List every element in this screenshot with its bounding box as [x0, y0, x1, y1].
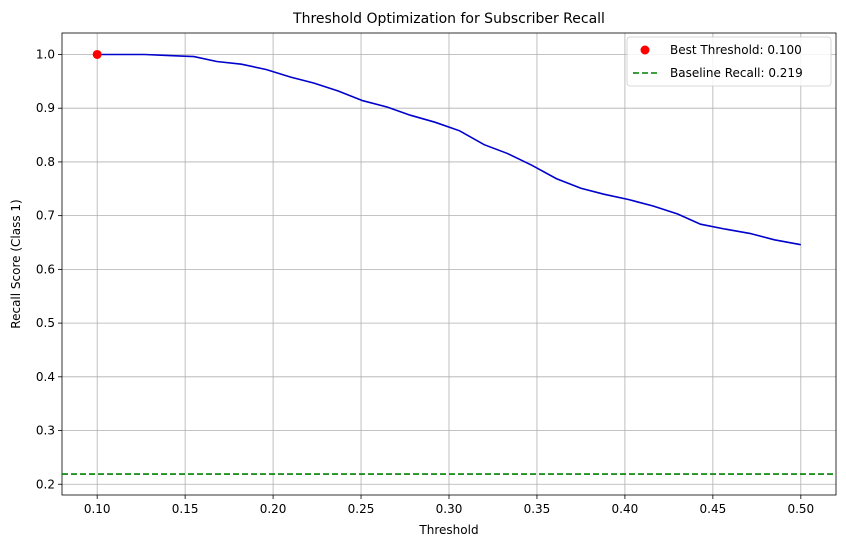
y-tick-label: 0.3	[36, 424, 55, 438]
best-threshold-point	[92, 49, 102, 59]
series-layer	[62, 49, 836, 475]
y-tick-label: 0.4	[36, 370, 55, 384]
y-tick-label: 0.7	[36, 209, 55, 223]
x-tick-label: 0.30	[436, 502, 463, 516]
grid	[62, 33, 836, 495]
legend-best-threshold: Best Threshold: 0.100	[670, 43, 802, 57]
legend: Best Threshold: 0.100 Baseline Recall: 0…	[626, 36, 832, 87]
y-tick-label: 0.8	[36, 155, 55, 169]
x-tick-label: 0.35	[524, 502, 551, 516]
x-tick-label: 0.25	[348, 502, 375, 516]
x-tick-label: 0.10	[84, 502, 111, 516]
recall-series-line	[97, 53, 801, 246]
y-tick-label: 0.9	[36, 101, 55, 115]
x-tick-label: 0.40	[612, 502, 639, 516]
axis-ticks: 0.10 0.15 0.20 0.25 0.30 0.35 0.40 0.45 0.50 0.2 0…	[36, 47, 814, 516]
x-tick-label: 0.20	[260, 502, 287, 516]
x-tick-label: 0.50	[787, 502, 814, 516]
legend-baseline-recall: Baseline Recall: 0.219	[670, 66, 803, 80]
y-tick-label: 0.6	[36, 262, 55, 276]
chart-title: Threshold Optimization for Subscriber Re…	[292, 11, 605, 27]
legend-box	[626, 36, 832, 87]
x-tick-label: 0.45	[700, 502, 727, 516]
y-tick-label: 0.5	[36, 316, 55, 330]
y-axis-label: Recall Score (Class 1)	[9, 199, 23, 328]
y-tick-label: 1.0	[36, 47, 55, 61]
x-tick-label: 0.15	[172, 502, 199, 516]
legend-best-marker	[640, 45, 650, 55]
x-axis-label: Threshold	[418, 523, 478, 537]
y-tick-label: 0.2	[36, 477, 55, 491]
